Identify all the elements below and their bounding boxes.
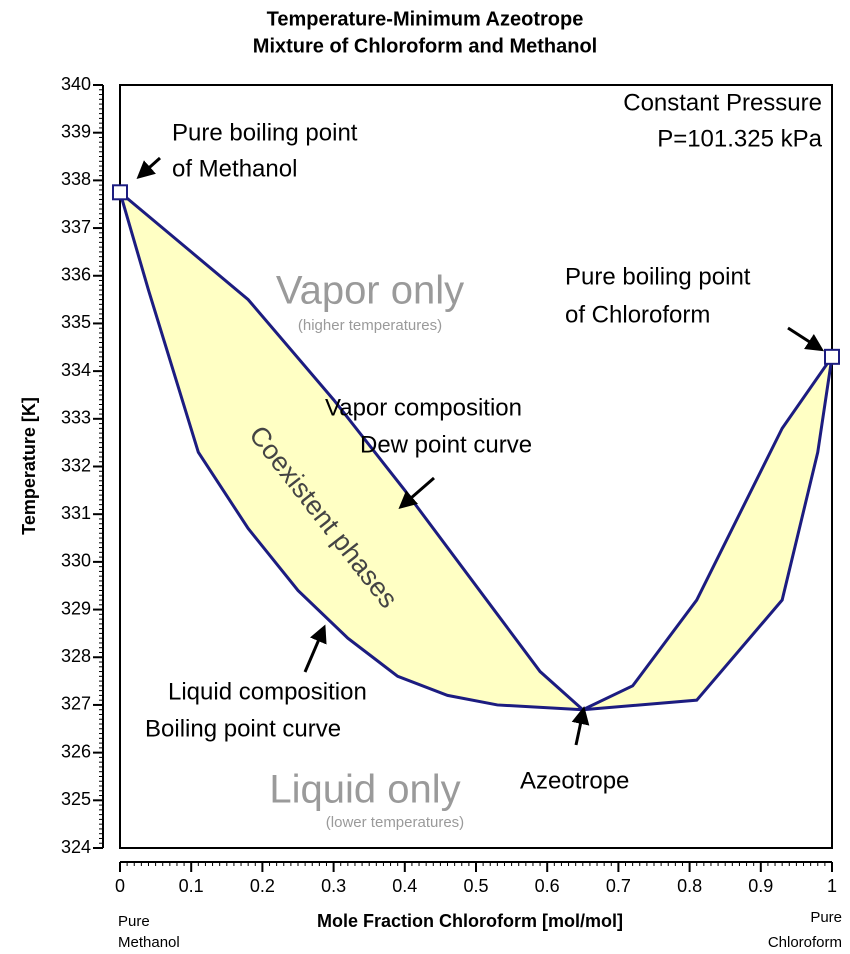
x-end-label: Chloroform	[768, 934, 842, 951]
chart-subtitle: Mixture of Chloroform and Methanol	[253, 35, 597, 57]
x-tick-label: 0.1	[179, 876, 204, 896]
x-tick-label: 0.9	[748, 876, 773, 896]
y-tick-label: 333	[61, 408, 91, 428]
annotation: of Methanol	[172, 155, 297, 182]
pure-point-marker	[824, 348, 840, 365]
y-tick-label: 328	[61, 646, 91, 666]
annotation: Liquid only	[269, 768, 460, 812]
arrow	[571, 706, 590, 746]
plot-area: 324 325 326 327 328 329 330 331 332 333 334 335 336 3…	[61, 74, 840, 896]
x-axis-label: Mole Fraction Chloroform [mol/mol]	[317, 911, 623, 931]
annotation: Vapor only	[276, 269, 464, 313]
y-tick-label: 331	[61, 503, 91, 523]
x-tick-label: 0.6	[535, 876, 560, 896]
y-tick-label: 334	[61, 360, 91, 380]
y-tick-label: 325	[61, 789, 91, 809]
x-tick-label: 0	[115, 876, 125, 896]
y-tick-label: 324	[61, 837, 91, 857]
y-tick-label: 335	[61, 312, 91, 332]
plot-frame	[119, 84, 833, 849]
y-tick-label: 338	[61, 169, 91, 189]
x-end-label: Pure	[810, 909, 842, 926]
y-tick-label: 327	[61, 694, 91, 714]
y-axis-label: Temperature [K]	[19, 397, 39, 535]
y-tick-label: 332	[61, 455, 91, 475]
annotation: of Chloroform	[565, 301, 710, 328]
annotation: Vapor composition	[325, 394, 522, 421]
annotation: (higher temperatures)	[298, 317, 442, 334]
x-tick-label: 0.8	[677, 876, 702, 896]
annotations: Constant Pressure P=101.325 kPa Pure boi…	[136, 89, 825, 831]
arrow	[398, 476, 435, 509]
arrow	[787, 326, 825, 352]
y-tick-label: 337	[61, 217, 91, 237]
arrow	[303, 624, 327, 673]
x-tick-label: 0.2	[250, 876, 275, 896]
two-phase-region	[120, 192, 832, 710]
x-tick-label: 0.5	[463, 876, 488, 896]
y-tick-label: 340	[61, 74, 91, 94]
x-tick-label: 1	[827, 876, 837, 896]
annotation: Constant Pressure	[623, 89, 822, 116]
curve	[118, 191, 834, 712]
annotation: Dew point curve	[360, 431, 532, 458]
x-tick-label: 0.4	[392, 876, 417, 896]
annotation: Boiling point curve	[145, 715, 341, 742]
x-tick-label: 0.3	[321, 876, 346, 896]
pure-point-marker	[112, 184, 128, 201]
y-tick-label: 339	[61, 121, 91, 141]
annotation: P=101.325 kPa	[657, 125, 822, 152]
x-tick-label: 0.7	[606, 876, 631, 896]
y-tick-label: 330	[61, 551, 91, 571]
annotation: Pure boiling point	[565, 263, 751, 290]
curve	[119, 191, 834, 712]
arrow	[136, 156, 162, 180]
chart-title: Temperature-Minimum Azeotrope	[267, 8, 584, 30]
annotation: Liquid composition	[168, 678, 367, 705]
annotation: (lower temperatures)	[326, 814, 464, 831]
y-tick-label: 336	[61, 265, 91, 285]
x-end-label: Methanol	[118, 934, 180, 951]
y-tick-label: 326	[61, 741, 91, 761]
annotation: Azeotrope	[520, 767, 629, 794]
y-tick-label: 329	[61, 598, 91, 618]
x-end-label: Pure	[118, 913, 150, 930]
annotation: Pure boiling point	[172, 119, 358, 146]
